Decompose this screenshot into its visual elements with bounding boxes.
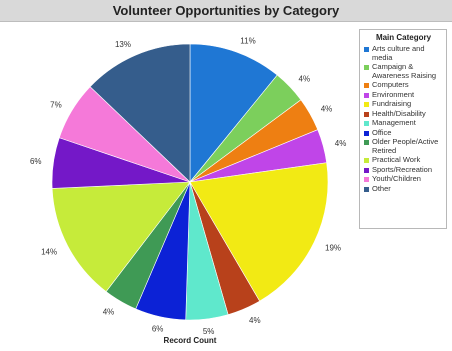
- slice-percent-label: 4%: [299, 74, 311, 83]
- slice-percent-label: 4%: [321, 104, 333, 113]
- legend-swatch: [364, 47, 369, 52]
- slice-percent-label: 7%: [50, 100, 62, 109]
- slice-percent-label: 19%: [325, 243, 341, 252]
- legend-item: Campaign & Awareness Raising: [364, 62, 443, 80]
- slice-percent-label: 6%: [30, 157, 42, 166]
- legend-swatch: [364, 92, 369, 98]
- legend-swatch: [364, 130, 369, 136]
- pie-slice: [51, 181, 191, 293]
- legend-items: Arts culture and media Campaign & Awarene…: [364, 44, 443, 194]
- pie-slice: [189, 162, 329, 302]
- pie-slice: [189, 43, 278, 183]
- legend-label: Older People/Active Retired: [372, 137, 439, 155]
- legend-item: Arts culture and media: [364, 44, 443, 62]
- chart-title: Volunteer Opportunities by Category: [112, 3, 340, 18]
- legend-swatch: [364, 111, 369, 117]
- legend-item: Other: [364, 183, 443, 194]
- slice-percent-label: 4%: [249, 316, 261, 325]
- pie-slices: [51, 43, 329, 321]
- legend-swatch: [364, 83, 369, 88]
- slice-percent-label: 13%: [115, 40, 131, 49]
- legend-title: Main Category: [375, 33, 432, 42]
- legend-swatch: [364, 140, 369, 145]
- legend-label: Computers: [372, 80, 409, 89]
- legend-label: Management: [372, 118, 416, 127]
- legend-swatch: [364, 167, 369, 173]
- legend-label: Arts culture and media: [372, 44, 425, 62]
- legend-swatch: [364, 102, 369, 107]
- slice-percent-label: 6%: [152, 325, 164, 334]
- legend-item: Older People/Active Retired: [364, 137, 443, 155]
- legend-item: Practical Work: [364, 155, 443, 165]
- slice-percent-label: 4%: [335, 139, 347, 148]
- legend-item: Health/Disability: [364, 108, 443, 119]
- slice-percent-label: 4%: [103, 308, 115, 317]
- legend-item: Management: [364, 118, 443, 128]
- legend-swatch: [364, 65, 369, 70]
- slice-percent-label: 5%: [203, 327, 215, 336]
- pie-percent-labels: 11% 4% 4% 4% 19% 4% 5% 6% 4% 14% 6% 7% 13%: [30, 37, 346, 336]
- legend-label: Youth/Children: [372, 174, 421, 183]
- slice-percent-label: 11%: [240, 37, 255, 46]
- legend-label: Sports/Recreation: [372, 164, 433, 174]
- legend-label: Office: [372, 127, 392, 137]
- legend-label: Environment: [372, 89, 415, 99]
- legend-label: Practical Work: [372, 155, 421, 164]
- legend-label: Health/Disability: [372, 108, 426, 118]
- legend: Main Category Arts culture and media Camp…: [359, 29, 447, 229]
- legend-label: Fundraising: [372, 99, 412, 108]
- pie-slice: [89, 43, 191, 183]
- legend-item: Office: [364, 127, 443, 138]
- legend-item: Sports/Recreation: [364, 164, 443, 175]
- legend-swatch: [364, 121, 369, 126]
- chart-title-bar: Volunteer Opportunities by Category: [0, 0, 452, 22]
- legend-item: Computers: [364, 80, 443, 90]
- legend-label: Campaign & Awareness Raising: [372, 62, 437, 80]
- legend-item: Youth/Children: [364, 174, 443, 184]
- legend-swatch: [364, 186, 369, 192]
- legend-label: Other: [372, 183, 391, 193]
- x-axis-label: Record Count: [164, 336, 217, 345]
- legend-swatch: [364, 158, 369, 163]
- legend-swatch: [364, 177, 369, 182]
- legend-item: Fundraising: [364, 99, 443, 109]
- legend-item: Environment: [364, 89, 443, 100]
- slice-percent-label: 14%: [41, 248, 57, 257]
